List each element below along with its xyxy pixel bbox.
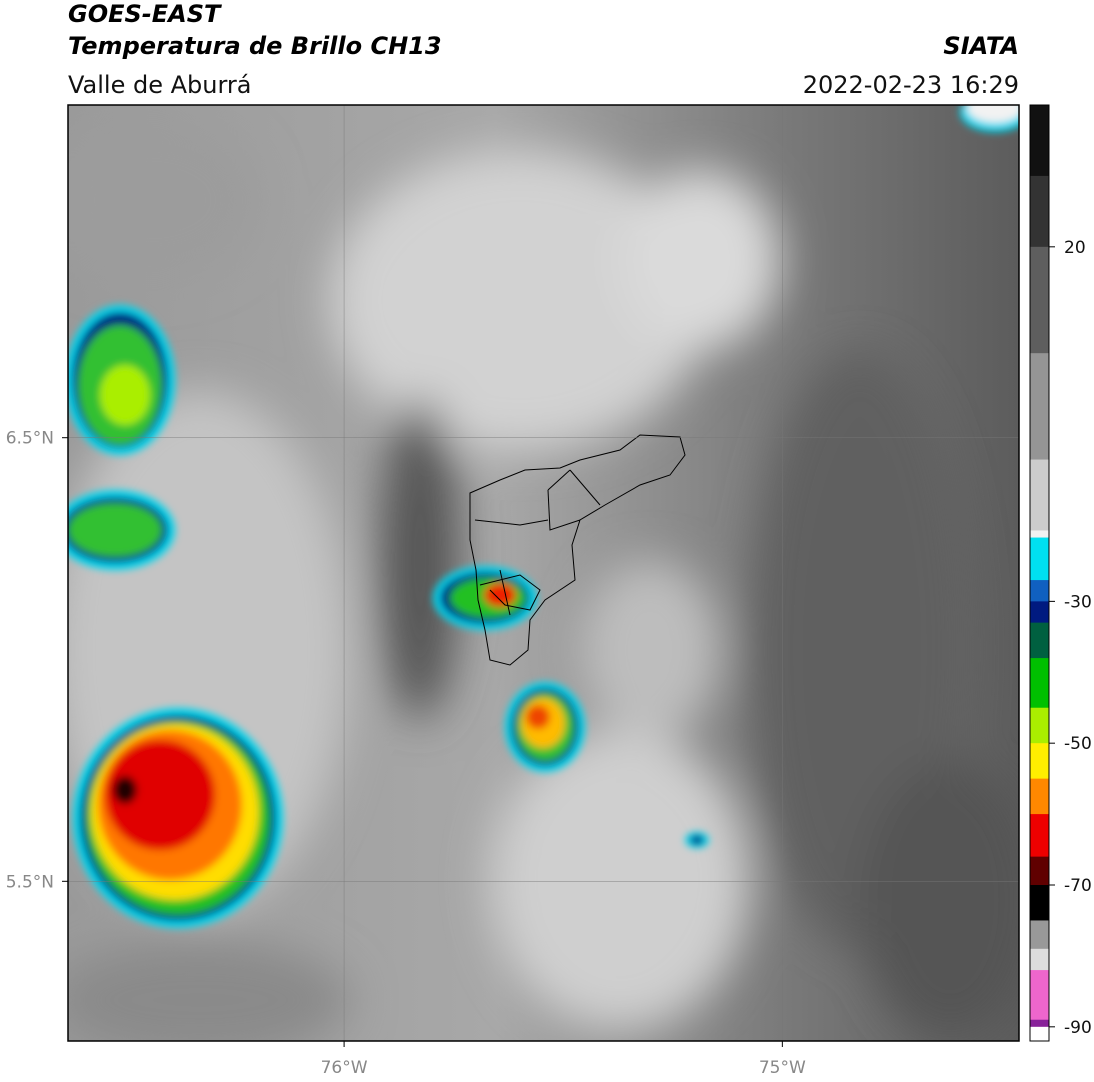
colorbar-segment bbox=[1030, 814, 1049, 858]
colorbar-segment bbox=[1030, 707, 1049, 744]
subtitle: Temperatura de Brillo CH13 bbox=[68, 32, 442, 60]
colorbar-tick-label: -70 bbox=[1064, 876, 1092, 896]
colorbar-tick-label: -50 bbox=[1064, 734, 1092, 754]
colorbar-segment bbox=[1030, 530, 1049, 539]
colorbar-segment bbox=[1030, 948, 1049, 971]
y-tick-label: 6.5°N bbox=[6, 429, 54, 449]
colorbar-segment bbox=[1030, 920, 1049, 950]
colorbar-segment bbox=[1030, 580, 1049, 602]
colorbar-segment bbox=[1030, 537, 1049, 581]
title: GOES-EAST bbox=[68, 0, 222, 28]
colorbar-frame bbox=[1029, 104, 1050, 1042]
colorbar-segment bbox=[1030, 885, 1049, 921]
y-tick-label: 5.5°N bbox=[6, 872, 54, 892]
colorbar-segment bbox=[1030, 246, 1049, 354]
source: SIATA bbox=[943, 32, 1019, 60]
satellite-image bbox=[68, 105, 1019, 1041]
colorbar-segment bbox=[1030, 658, 1049, 709]
datetime: 2022-02-23 16:29 bbox=[803, 71, 1019, 99]
colorbar-segment bbox=[1030, 459, 1049, 531]
colorbar-segment bbox=[1030, 105, 1049, 177]
colorbar-tick-label: 20 bbox=[1064, 238, 1086, 258]
graticule: 76°W 75°W 6.5°N 5.5°N bbox=[6, 105, 1019, 1078]
colorbar: 20 -30 -50 -70 -90 bbox=[1030, 105, 1092, 1042]
x-tick-label: 75°W bbox=[759, 1058, 806, 1078]
colorbar-segment bbox=[1030, 778, 1049, 815]
colorbar-segment bbox=[1030, 856, 1049, 886]
colorbar-segment bbox=[1030, 601, 1049, 624]
region: Valle de Aburrá bbox=[68, 71, 252, 99]
colorbar-segment bbox=[1030, 970, 1049, 1021]
x-tick-label: 76°W bbox=[321, 1058, 368, 1078]
colorbar-segment bbox=[1030, 353, 1049, 461]
colorbar-tick-label: -30 bbox=[1064, 592, 1092, 612]
colorbar-segment bbox=[1030, 175, 1049, 248]
colorbar-tick-label: -90 bbox=[1064, 1018, 1092, 1038]
map-frame bbox=[67, 104, 1020, 1042]
colorbar-segment bbox=[1030, 1026, 1049, 1042]
colorbar-segment bbox=[1030, 622, 1049, 659]
colorbar-segment bbox=[1030, 1019, 1049, 1028]
valley-boundary bbox=[469, 434, 686, 666]
colorbar-segment bbox=[1030, 743, 1049, 780]
storm-cells bbox=[68, 105, 1019, 928]
